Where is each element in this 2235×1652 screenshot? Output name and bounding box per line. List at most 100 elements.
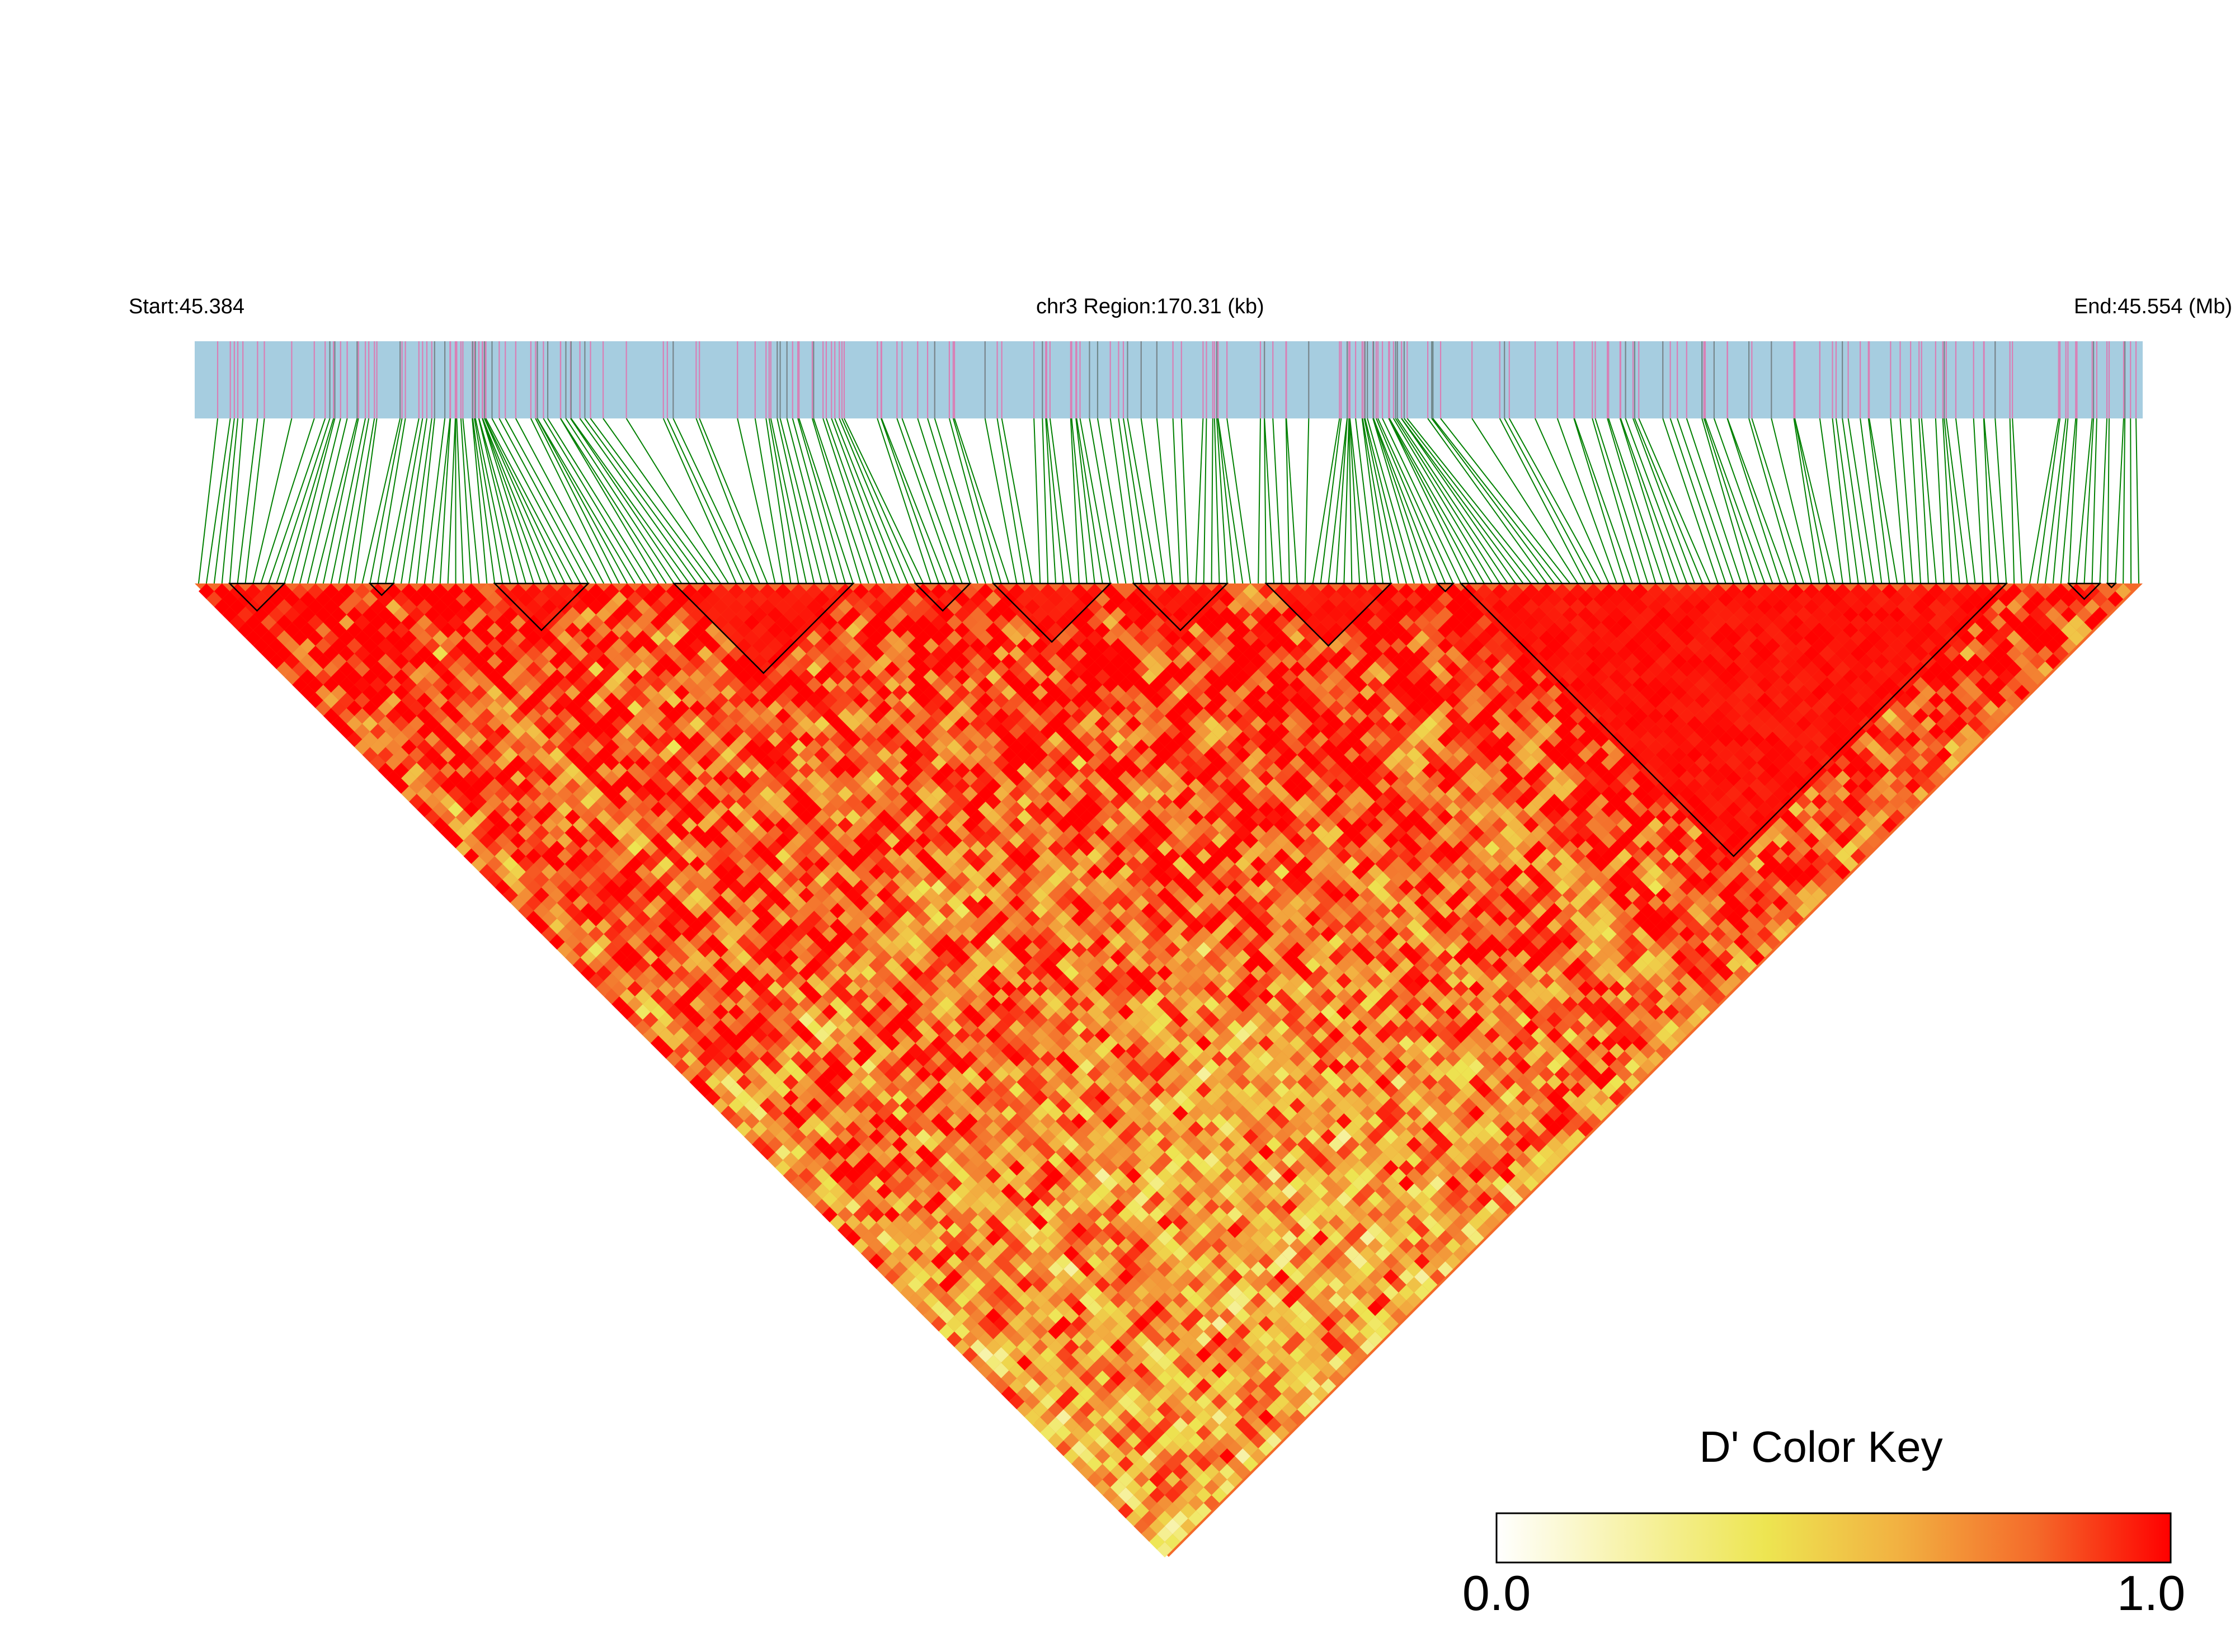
ld-cell	[1172, 1495, 1188, 1511]
snp-connector	[1109, 418, 1135, 584]
ld-cell	[1056, 1253, 1071, 1269]
ld-cell	[323, 661, 339, 677]
ld-cell	[1094, 1433, 1111, 1449]
ld-cell	[1227, 1300, 1243, 1316]
snp-connector	[1304, 418, 1310, 584]
ld-cell	[1063, 1277, 1079, 1293]
ld-cell	[416, 661, 432, 677]
ld-cell	[884, 1253, 900, 1269]
ld-cell	[1336, 1316, 1352, 1332]
ld-cell	[1141, 1168, 1158, 1184]
ld-cell	[1071, 1425, 1087, 1441]
ld-cell	[1040, 1222, 1056, 1238]
ld-cell	[346, 638, 363, 654]
ld-cell	[1266, 1386, 1282, 1402]
ld-cell	[1219, 1479, 1235, 1495]
ld-cell	[736, 700, 752, 716]
ld-cell	[1118, 1207, 1134, 1223]
ld-cell	[1086, 1113, 1103, 1129]
ld-cell	[1133, 1441, 1150, 1456]
snp-connector	[1701, 418, 1750, 584]
ld-cell	[346, 716, 363, 732]
ld-cell	[604, 708, 620, 724]
ld-cell	[1032, 1230, 1048, 1246]
ld-cell	[923, 1292, 939, 1309]
ld-cell	[915, 879, 931, 896]
ld-cell	[822, 989, 838, 1005]
ld-cell	[650, 677, 666, 693]
ld-cell	[806, 1191, 822, 1207]
ld-cell	[907, 1230, 924, 1246]
snp-connector	[1432, 418, 1563, 584]
ld-cell	[806, 1160, 822, 1176]
snp-connector	[484, 418, 558, 584]
ld-cell	[954, 1199, 970, 1215]
ld-cell	[689, 778, 705, 794]
ld-cell	[1063, 1261, 1079, 1277]
ld-cell	[993, 1222, 1009, 1238]
snp-connector	[1217, 418, 1236, 584]
ld-cell	[845, 1215, 861, 1231]
ld-cell	[798, 1168, 815, 1184]
snp-connector	[354, 418, 378, 584]
ld-cell	[502, 669, 519, 685]
ld-cell	[783, 747, 799, 763]
ld-cell	[370, 646, 386, 662]
ld-cell	[1040, 1253, 1056, 1269]
ld-cell	[954, 1152, 970, 1168]
snp-connector	[584, 418, 706, 584]
ld-cell	[830, 1199, 845, 1215]
ld-cell	[1086, 1394, 1103, 1410]
ld-cell	[1336, 1362, 1352, 1378]
ld-cell	[1017, 1277, 1033, 1293]
snp-connector	[603, 418, 721, 584]
ld-cell	[689, 981, 705, 997]
ld-cell	[954, 1168, 970, 1184]
ld-cell	[1094, 1292, 1111, 1309]
ld-cell	[1211, 1471, 1227, 1488]
ld-cell	[954, 965, 970, 981]
ld-cell	[689, 949, 705, 966]
snp-connector	[2091, 418, 2097, 584]
ld-cell	[993, 1378, 1009, 1394]
ld-cell	[1001, 1105, 1017, 1122]
ld-cell	[853, 1191, 869, 1207]
ld-cell	[604, 770, 620, 787]
ld-cell	[947, 1300, 962, 1316]
ld-cell	[284, 606, 300, 623]
ld-cell	[736, 1043, 752, 1059]
ld-cell	[907, 1215, 924, 1231]
ld-cell	[1258, 1347, 1274, 1363]
ld-cell	[525, 692, 542, 708]
ld-cell	[1180, 1487, 1196, 1503]
ld-cell	[947, 1253, 962, 1269]
snp-connector	[1935, 418, 1945, 584]
snp-connector	[1431, 418, 1555, 584]
snp-connector	[1573, 418, 1625, 584]
ld-cell	[1086, 1362, 1103, 1378]
ld-cell	[1017, 1354, 1033, 1371]
ld-cell	[650, 942, 666, 958]
ld-cell	[1172, 1277, 1188, 1293]
ld-cell	[1118, 1175, 1134, 1192]
region-start-label: Start:45.384	[129, 295, 244, 318]
ld-cell	[463, 692, 479, 708]
ld-cell	[1203, 1324, 1220, 1340]
ld-cell	[1250, 1417, 1267, 1433]
ld-cell	[1126, 1339, 1142, 1355]
ld-cell	[1250, 1448, 1267, 1464]
snp-connector	[952, 418, 1002, 584]
ld-cell	[1086, 1128, 1103, 1145]
ld-cell	[1133, 1316, 1150, 1332]
ld-cell	[564, 903, 581, 919]
ld-cell	[915, 1222, 931, 1238]
ld-cell	[1172, 1261, 1188, 1277]
snp-connector	[543, 418, 643, 584]
snp-connector	[346, 418, 375, 584]
ld-cell	[307, 646, 323, 662]
snp-connector	[1127, 418, 1158, 584]
ld-cell	[845, 1199, 861, 1215]
ld-cell	[479, 599, 495, 615]
ld-cell	[650, 910, 666, 926]
ld-cell	[1094, 1168, 1111, 1184]
